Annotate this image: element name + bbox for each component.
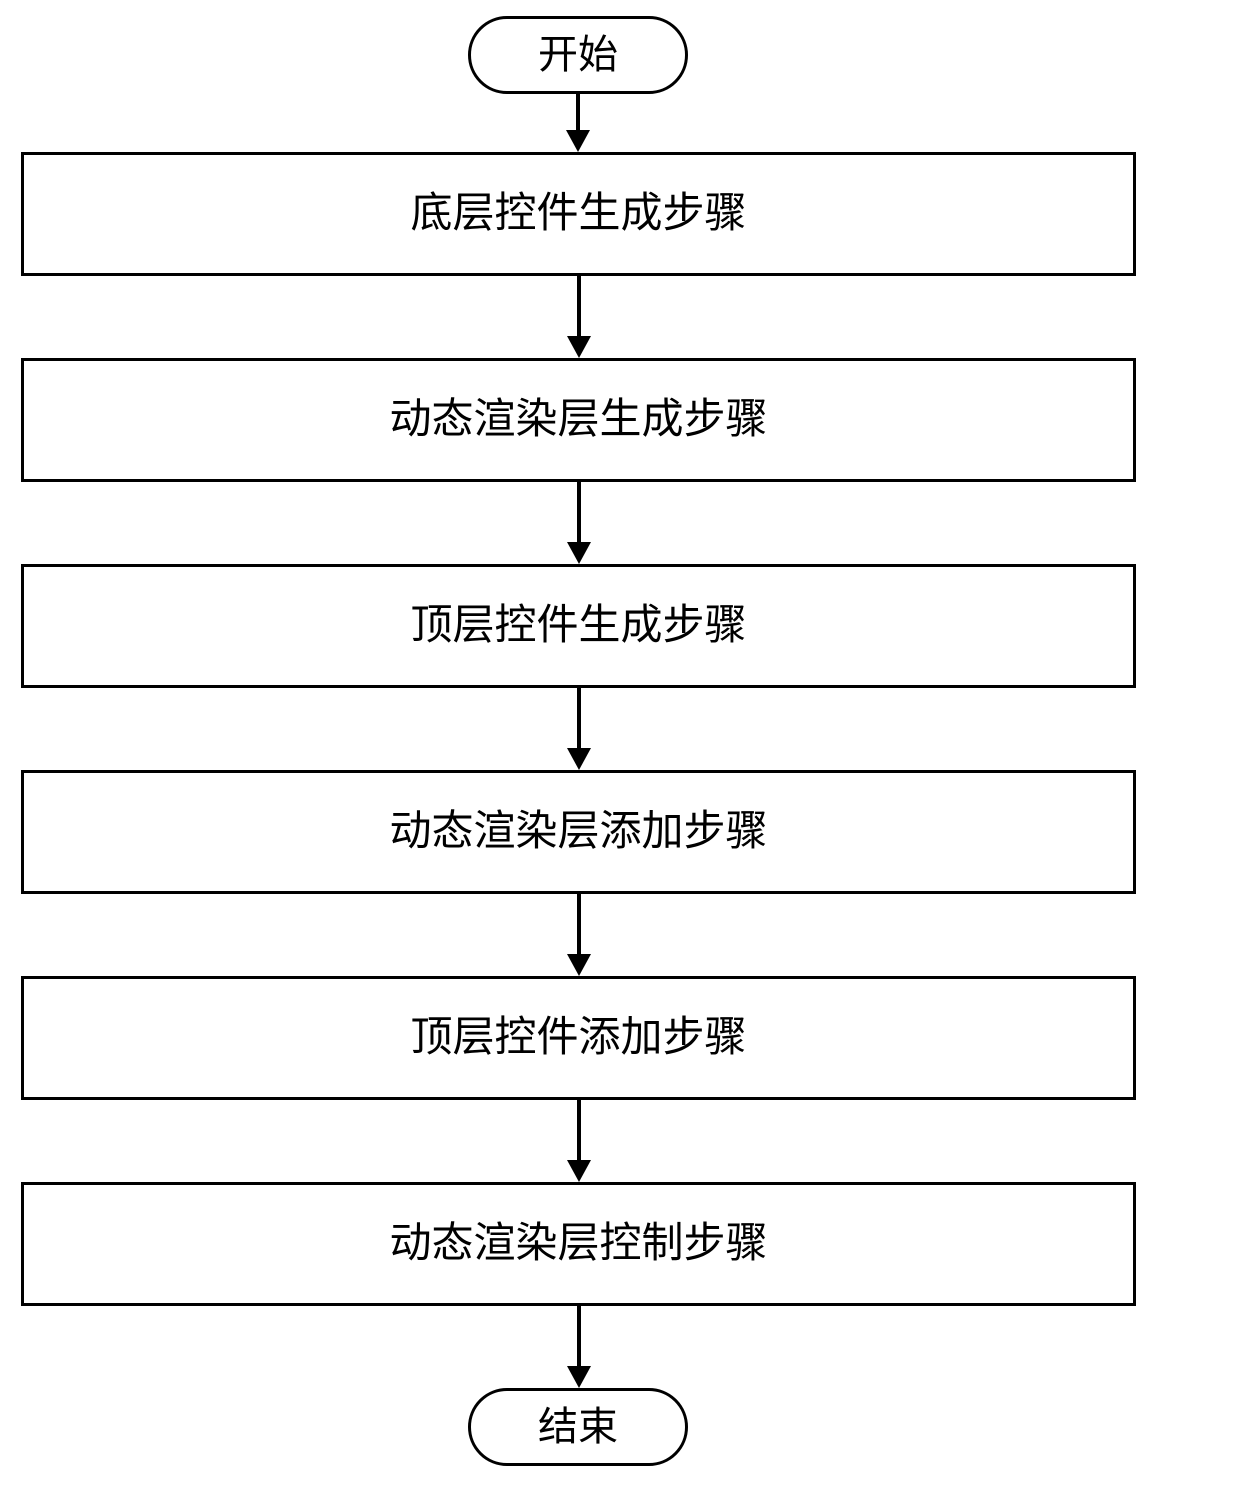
flowchart-node-end: 结束 — [468, 1388, 688, 1466]
flowchart-node-start: 开始 — [468, 16, 688, 94]
flowchart-node-p6: 动态渲染层控制步骤 — [21, 1182, 1136, 1306]
flowchart-node-label: 结束 — [538, 1407, 618, 1447]
flowchart-arrow-head — [567, 954, 591, 976]
flowchart-arrow-shaft — [576, 94, 580, 130]
flowchart-arrow-head — [567, 336, 591, 358]
flowchart-node-label: 开始 — [538, 35, 618, 75]
flowchart-node-p3: 顶层控件生成步骤 — [21, 564, 1136, 688]
flowchart-arrow-head — [567, 748, 591, 770]
flowchart-arrow-shaft — [577, 1100, 581, 1160]
flowchart-arrow-head — [567, 1160, 591, 1182]
flowchart-arrow-shaft — [577, 482, 581, 542]
flowchart-node-label: 顶层控件生成步骤 — [410, 605, 746, 647]
flowchart-node-p4: 动态渲染层添加步骤 — [21, 770, 1136, 894]
flowchart-node-label: 动态渲染层生成步骤 — [389, 399, 767, 441]
flowchart-canvas: 开始底层控件生成步骤动态渲染层生成步骤顶层控件生成步骤动态渲染层添加步骤顶层控件… — [0, 0, 1240, 1492]
flowchart-node-label: 顶层控件添加步骤 — [410, 1017, 746, 1059]
flowchart-arrow-shaft — [577, 1306, 581, 1366]
flowchart-arrow-head — [567, 1366, 591, 1388]
flowchart-arrow-head — [566, 130, 590, 152]
flowchart-arrow-shaft — [577, 894, 581, 954]
flowchart-node-p2: 动态渲染层生成步骤 — [21, 358, 1136, 482]
flowchart-node-label: 动态渲染层添加步骤 — [389, 811, 767, 853]
flowchart-node-p1: 底层控件生成步骤 — [21, 152, 1136, 276]
flowchart-arrow-head — [567, 542, 591, 564]
flowchart-node-p5: 顶层控件添加步骤 — [21, 976, 1136, 1100]
flowchart-arrow-shaft — [577, 276, 581, 336]
flowchart-node-label: 动态渲染层控制步骤 — [389, 1223, 767, 1265]
flowchart-node-label: 底层控件生成步骤 — [410, 193, 746, 235]
flowchart-arrow-shaft — [577, 688, 581, 748]
